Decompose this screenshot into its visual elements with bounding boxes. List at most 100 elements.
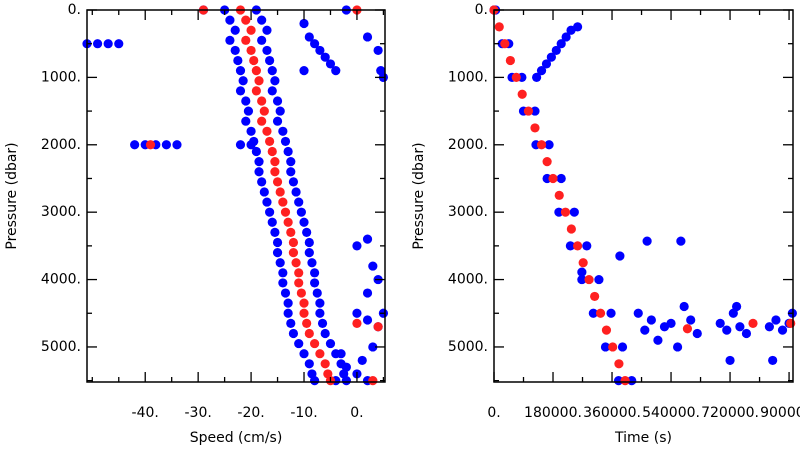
point bbox=[686, 315, 696, 325]
point bbox=[272, 96, 283, 106]
point bbox=[569, 207, 579, 217]
point bbox=[259, 106, 269, 116]
point bbox=[544, 140, 554, 150]
point bbox=[296, 207, 306, 217]
point bbox=[286, 157, 296, 167]
point bbox=[317, 318, 328, 328]
point bbox=[291, 187, 301, 197]
point bbox=[283, 298, 293, 308]
plot-frame bbox=[493, 9, 794, 383]
point bbox=[357, 355, 367, 366]
point bbox=[235, 86, 246, 96]
point bbox=[280, 288, 291, 298]
y-tick-label: 1000. bbox=[448, 69, 488, 85]
point bbox=[633, 308, 643, 318]
point bbox=[310, 376, 320, 386]
point bbox=[672, 342, 683, 352]
point bbox=[302, 318, 312, 328]
point bbox=[233, 55, 243, 66]
point bbox=[288, 177, 299, 187]
y-tick-label: 3000. bbox=[448, 204, 488, 220]
y-tick-label: 5000. bbox=[41, 339, 81, 355]
point bbox=[546, 52, 556, 62]
point bbox=[267, 86, 277, 96]
x-tick-label: 540000. bbox=[642, 405, 700, 421]
point bbox=[627, 376, 637, 386]
point bbox=[278, 278, 288, 288]
point bbox=[368, 261, 378, 271]
point bbox=[257, 116, 267, 126]
point bbox=[536, 66, 547, 76]
point bbox=[666, 318, 676, 328]
point bbox=[601, 325, 612, 335]
point bbox=[270, 76, 280, 86]
point bbox=[620, 376, 630, 386]
point bbox=[584, 274, 594, 285]
x-tick-label: -20. bbox=[237, 405, 264, 421]
point bbox=[265, 136, 275, 147]
point bbox=[573, 22, 583, 32]
point bbox=[315, 45, 325, 56]
point bbox=[600, 342, 611, 352]
point bbox=[280, 136, 291, 147]
point bbox=[283, 308, 293, 318]
x-tick-label: -40. bbox=[132, 405, 159, 421]
x-tick-label: 360000. bbox=[583, 405, 641, 421]
x-tick-label: -10. bbox=[290, 405, 317, 421]
point bbox=[92, 39, 103, 49]
point bbox=[594, 274, 604, 285]
point bbox=[336, 349, 346, 359]
point bbox=[315, 308, 325, 318]
point bbox=[288, 328, 299, 339]
point bbox=[310, 39, 320, 49]
point bbox=[676, 236, 686, 246]
point bbox=[272, 177, 283, 187]
y-axis-label: Pressure (dbar) bbox=[4, 142, 20, 249]
point bbox=[288, 237, 299, 248]
point bbox=[304, 328, 314, 339]
point bbox=[771, 315, 781, 325]
point bbox=[551, 45, 561, 56]
point bbox=[373, 45, 383, 56]
point bbox=[362, 234, 373, 244]
point bbox=[362, 315, 373, 325]
point bbox=[741, 328, 752, 339]
point bbox=[320, 52, 330, 62]
point bbox=[267, 146, 277, 157]
point bbox=[275, 258, 285, 268]
y-tick-label: 0. bbox=[475, 2, 488, 18]
point bbox=[230, 45, 240, 56]
point bbox=[235, 66, 246, 76]
point bbox=[341, 362, 351, 372]
point bbox=[299, 217, 309, 227]
point bbox=[764, 322, 774, 332]
point bbox=[272, 116, 283, 126]
point bbox=[556, 173, 566, 184]
y-tick-label: 2000. bbox=[448, 137, 488, 153]
point bbox=[617, 342, 628, 352]
x-tick-label: -30. bbox=[184, 405, 211, 421]
point bbox=[254, 76, 264, 86]
point bbox=[278, 268, 288, 278]
point bbox=[732, 301, 742, 312]
point bbox=[352, 318, 362, 328]
point bbox=[299, 18, 309, 29]
point bbox=[296, 288, 306, 298]
point bbox=[536, 140, 547, 150]
point bbox=[554, 207, 564, 217]
point bbox=[145, 140, 156, 150]
point bbox=[748, 318, 758, 328]
point bbox=[614, 359, 624, 369]
point bbox=[556, 39, 566, 49]
point bbox=[608, 342, 618, 352]
point bbox=[715, 318, 725, 328]
point bbox=[254, 167, 264, 177]
point bbox=[241, 96, 251, 106]
y-tick-label: 3000. bbox=[41, 204, 81, 220]
point bbox=[578, 258, 588, 268]
point bbox=[286, 167, 296, 177]
plot-frame bbox=[86, 9, 386, 383]
point bbox=[291, 258, 301, 268]
point bbox=[517, 89, 527, 99]
point bbox=[265, 55, 275, 66]
